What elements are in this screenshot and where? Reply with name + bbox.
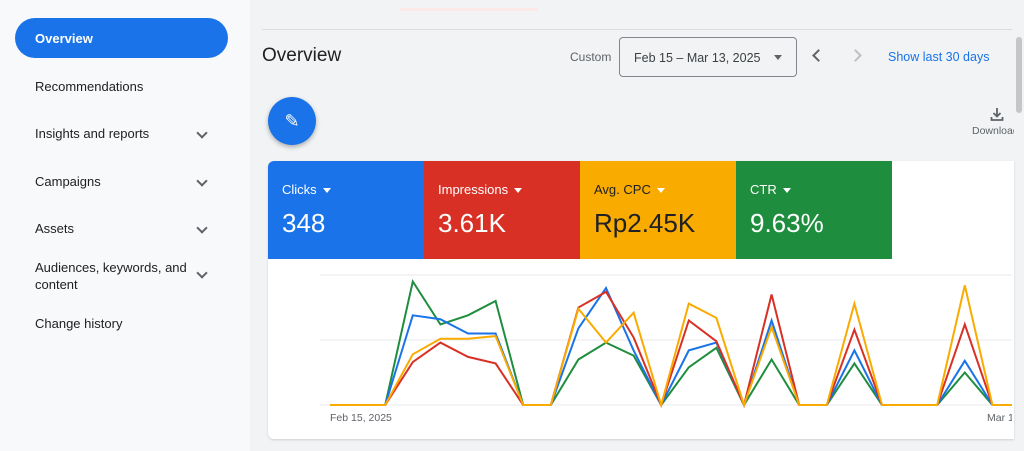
- metric-value: 9.63%: [750, 208, 824, 238]
- label: Audiences, keywords, and content: [35, 260, 187, 292]
- sidebar-item-audiences[interactable]: Audiences, keywords, and content: [15, 258, 228, 294]
- metric-ctr[interactable]: CTR 9.63%: [736, 161, 892, 259]
- sidebar-item-assets[interactable]: Assets: [15, 218, 228, 238]
- series-line-avg-cpc: [330, 285, 1012, 409]
- label: Insights and reports: [35, 125, 150, 141]
- scrollbar-thumb[interactable]: [1016, 37, 1022, 113]
- sidebar-item-campaigns[interactable]: Campaigns: [15, 171, 228, 191]
- date-range-value: Feb 15 – Mar 13, 2025: [634, 51, 761, 65]
- sidebar-item-change-history[interactable]: Change history: [15, 313, 228, 333]
- metric-value: Rp2.45K: [594, 208, 696, 238]
- label: Campaigns: [35, 173, 101, 189]
- label: Assets: [35, 220, 75, 236]
- metric-label: Impressions: [438, 182, 522, 197]
- series-line-clicks: [330, 285, 1012, 408]
- metric-clicks[interactable]: Clicks 348: [268, 161, 424, 259]
- metric-label: CTR: [750, 182, 791, 197]
- label: Change history: [35, 315, 123, 331]
- date-range-select[interactable]: Feb 15 – Mar 13, 2025: [619, 37, 797, 77]
- metric-label: Clicks: [282, 182, 331, 197]
- page-title: Overview: [262, 45, 342, 66]
- sidebar-item-insights[interactable]: Insights and reports: [15, 123, 228, 143]
- sidebar-item-recommendations[interactable]: Recommendations: [15, 76, 228, 96]
- metric-value: 348: [282, 208, 326, 238]
- metric-impressions[interactable]: Impressions 3.61K: [424, 161, 580, 259]
- x-tick-label: Feb 15, 2025: [330, 412, 392, 424]
- metric-value: 3.61K: [438, 208, 506, 238]
- download-icon: [990, 108, 1004, 121]
- metric-avg-cpc[interactable]: Avg. CPC Rp2.45K: [580, 161, 736, 259]
- label: Recommendations: [35, 78, 144, 94]
- sidebar-item-overview[interactable]: Overview: [15, 18, 228, 58]
- download-button[interactable]: Download: [972, 106, 1014, 137]
- range-label: Custom: [570, 50, 612, 64]
- edit-button[interactable]: ✎: [268, 97, 316, 145]
- show-last-30-days-link[interactable]: Show last 30 days: [888, 50, 990, 64]
- divider: [262, 29, 1012, 30]
- sidebar: Overview Recommendations Insights and re…: [0, 0, 250, 451]
- dropdown-arrow-icon: [774, 55, 782, 60]
- x-tick-label: Mar 13: [987, 412, 1012, 424]
- metric-label: Avg. CPC: [594, 182, 665, 197]
- pencil-icon: ✎: [284, 110, 300, 131]
- label: Overview: [35, 30, 93, 46]
- download-label: Download: [972, 125, 1014, 137]
- scrollbar[interactable]: [1014, 0, 1024, 451]
- series-line-impressions: [330, 290, 1012, 409]
- loading-bar: [400, 8, 538, 11]
